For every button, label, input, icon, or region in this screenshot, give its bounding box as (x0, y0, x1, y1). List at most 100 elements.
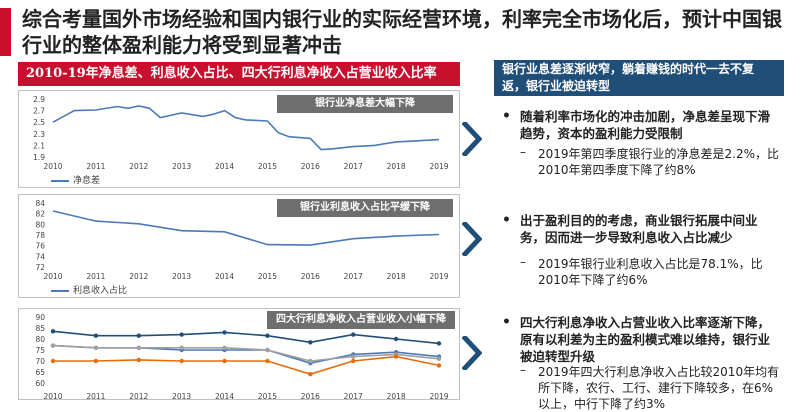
chart-label: 四大行利息净收入占营业收入小幅下降 (267, 311, 455, 329)
data-point (222, 345, 227, 350)
chart-legend: 净息差 (51, 173, 100, 186)
y-tick-label: 2.7 (33, 107, 45, 116)
bullet-text: 出于盈利目的的考虑，商业银行拓展中间业务，因而进一步导致利息收入占比减少 (520, 213, 758, 245)
y-tick-label: 2.3 (33, 130, 45, 139)
dash-icon: – (520, 363, 526, 377)
data-point (136, 357, 141, 363)
bullet-point: • 随着利率市场化的冲击加剧，净息差呈现下滑趋势，资本的盈利能力受限制 (500, 108, 780, 142)
x-tick-label: 2018 (387, 272, 406, 281)
chevron-right-icon (462, 222, 482, 256)
chevron-right-icon (462, 336, 482, 370)
x-tick-label: 2016 (301, 392, 320, 401)
y-tick-label: 75 (35, 346, 45, 355)
legend-swatch (51, 179, 69, 182)
series-line-净息差 (52, 105, 440, 151)
right-section-header: 银行业息差逐渐收窄，躺着赚钱的时代一去不复返，银行业被迫转型 (494, 60, 784, 96)
x-tick-label: 2019 (429, 392, 448, 401)
data-point (436, 341, 442, 346)
net-interest-margin-chart: 2.9 2.7 2.5 2.3 2.1 1.9 2010 2011 2012 2013 2014 20… (18, 90, 460, 188)
x-tick-label: 2013 (172, 162, 191, 171)
data-point (179, 358, 184, 364)
data-point (436, 363, 442, 368)
x-tick-label: 2018 (387, 162, 406, 171)
series-line-利息收入占比 (52, 210, 440, 246)
data-point (393, 336, 399, 342)
sub-point: – 2019年第四季度银行业的净息差是2.2%，比2010年第四季度下降了约8% (512, 145, 782, 178)
sub-text: 2019年银行业利息收入占比是78.1%，比2010年下降了约6% (538, 257, 763, 287)
big-four-interest-share-chart: 90 85 80 75 70 65 60 2010 2011 2012 2013 2014 2015 20… (18, 308, 460, 401)
x-tick-label: 2019 (429, 162, 448, 171)
x-tick-label: 2016 (301, 162, 320, 171)
left-section-header: 2010-19年净息差、利息收入占比、四大行利息净收入占营业收入比率 (18, 62, 460, 86)
chart-legend: 利息收入占比 (51, 283, 127, 296)
x-tick-label: 2014 (215, 392, 234, 401)
bullet-point: • 出于盈利目的的考虑，商业银行拓展中间业务，因而进一步导致利息收入占比减少 (500, 212, 780, 246)
x-tick-label: 2011 (86, 392, 105, 401)
data-point (265, 333, 270, 338)
x-tick-label: 2017 (344, 392, 363, 401)
page-title: 综合考量国外市场经验和国内银行业的实际经营环境，利率完全市场化后，预计中国银行业… (22, 7, 782, 57)
data-point (136, 333, 141, 338)
data-point (308, 372, 313, 377)
y-tick-label: 2.1 (33, 141, 45, 150)
data-point (93, 333, 99, 338)
y-tick-label: 82 (35, 210, 45, 219)
data-point (351, 332, 356, 337)
data-point (393, 354, 399, 359)
sub-point: – 2019年四大行利息净收入占比较2010年均有所下降，农行、工行、建行下降较… (512, 363, 782, 412)
data-point (308, 358, 313, 364)
data-point (351, 354, 356, 359)
x-tick-label: 2017 (344, 162, 363, 171)
data-point (265, 358, 270, 364)
y-tick-label: 90 (35, 313, 45, 322)
sub-text: 2019年第四季度银行业的净息差是2.2%，比2010年第四季度下降了约8% (538, 147, 780, 177)
x-tick-label: 2013 (172, 392, 191, 401)
y-tick-label: 1.9 (33, 153, 45, 162)
data-point (308, 340, 313, 345)
x-tick-label: 2011 (86, 162, 105, 171)
x-tick-label: 2015 (258, 272, 277, 281)
x-tick-label: 2019 (429, 272, 448, 281)
series-line-建行 (52, 344, 440, 362)
data-point (93, 345, 99, 350)
x-tick-label: 2010 (43, 162, 62, 171)
chart-canvas: 90 85 80 75 70 65 60 2010 2011 2012 2013 2014 2015 20… (35, 313, 448, 401)
y-tick-label: 80 (35, 335, 45, 344)
data-point (179, 345, 184, 350)
data-point (265, 347, 270, 353)
data-point (50, 343, 56, 348)
chart-label: 银行业利息收入占比平缓下降 (277, 199, 453, 217)
x-tick-label: 2012 (129, 272, 148, 281)
title-accent-bar (0, 8, 11, 56)
x-tick-label: 2010 (43, 272, 62, 281)
y-tick-label: 60 (35, 379, 45, 388)
x-tick-label: 2014 (215, 272, 234, 281)
y-tick-label: 74 (35, 252, 45, 261)
data-point (50, 329, 56, 334)
x-tick-label: 2017 (344, 272, 363, 281)
interest-income-share-chart: 84 82 80 78 76 74 72 2010 2011 2012 2013 2014 2015 20… (18, 194, 460, 298)
y-tick-label: 65 (35, 368, 45, 377)
x-tick-label: 2013 (172, 272, 191, 281)
data-point (50, 358, 56, 364)
y-tick-label: 72 (35, 263, 45, 272)
bullet-text: 四大行利息净收入占营业收入比率逐渐下降，原有以利差为主的盈利模式难以维持，银行业… (520, 315, 771, 364)
legend-label: 利息收入占比 (73, 286, 128, 296)
sub-point: – 2019年银行业利息收入占比是78.1%，比2010年下降了约6% (512, 255, 782, 288)
x-tick-label: 2014 (215, 162, 234, 171)
series-line-农行 (52, 330, 440, 345)
chart-label: 银行业净息差大幅下降 (277, 95, 453, 113)
x-tick-label: 2015 (258, 162, 277, 171)
x-tick-label: 2010 (43, 392, 62, 401)
legend-label: 净息差 (73, 176, 101, 186)
bullet-point: • 四大行利息净收入占营业收入比率逐渐下降，原有以利差为主的盈利模式难以维持，银… (500, 314, 780, 365)
sub-text: 2019年四大行利息净收入占比较2010年均有所下降，农行、工行、建行下降较多，… (538, 365, 780, 411)
x-tick-label: 2012 (129, 162, 148, 171)
y-tick-label: 80 (35, 220, 45, 229)
bullet-dot-icon: • (502, 108, 511, 124)
x-tick-label: 2015 (258, 392, 277, 401)
data-point (436, 356, 442, 361)
data-point (222, 358, 227, 364)
